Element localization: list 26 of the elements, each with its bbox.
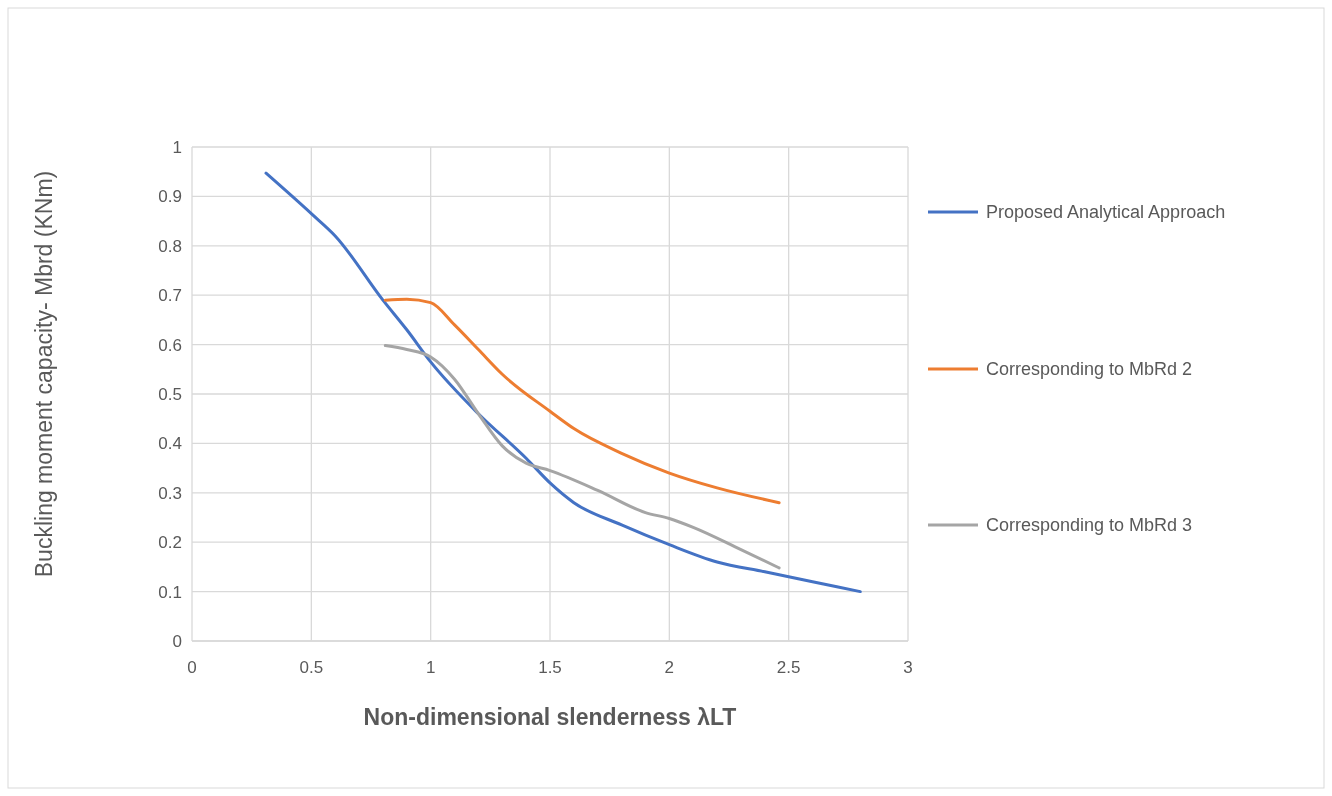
x-tick-label: 2 <box>664 658 675 677</box>
y-tick-label: 0.1 <box>158 582 182 602</box>
x-axis-title: Non-dimensional slenderness λLT <box>363 704 737 730</box>
legend-label: Corresponding to MbRd 3 <box>986 515 1193 536</box>
x-tick-label: 1 <box>425 658 436 677</box>
y-tick-label: 0 <box>172 631 182 651</box>
x-tick-label: 1.5 <box>538 658 562 677</box>
y-tick-label: 0.2 <box>158 533 182 553</box>
x-tick-label: 0 <box>187 658 197 677</box>
y-tick-label: 0.6 <box>158 335 182 355</box>
y-tick-label: 1 <box>172 137 182 157</box>
x-tick-label: 0.5 <box>299 658 324 677</box>
y-tick-label: 0.3 <box>158 483 182 503</box>
y-tick-label: 0.8 <box>158 236 182 256</box>
y-tick-label: 0.4 <box>158 434 182 454</box>
legend-label: Corresponding to MbRd 2 <box>986 359 1193 380</box>
y-tick-label: 0.9 <box>158 187 182 207</box>
x-tick-label: 2.5 <box>776 658 801 677</box>
line-series <box>383 344 781 570</box>
line-series <box>264 171 862 594</box>
y-axis-title: Buckling moment capacity- Mbrd (KNm) <box>31 170 57 578</box>
y-tick-label: 0.5 <box>158 384 182 404</box>
line-series <box>383 297 781 505</box>
x-tick-label: 3 <box>903 658 913 677</box>
y-tick-label: 0.7 <box>158 286 182 306</box>
legend-label: Proposed Analytical Approach <box>986 202 1226 223</box>
